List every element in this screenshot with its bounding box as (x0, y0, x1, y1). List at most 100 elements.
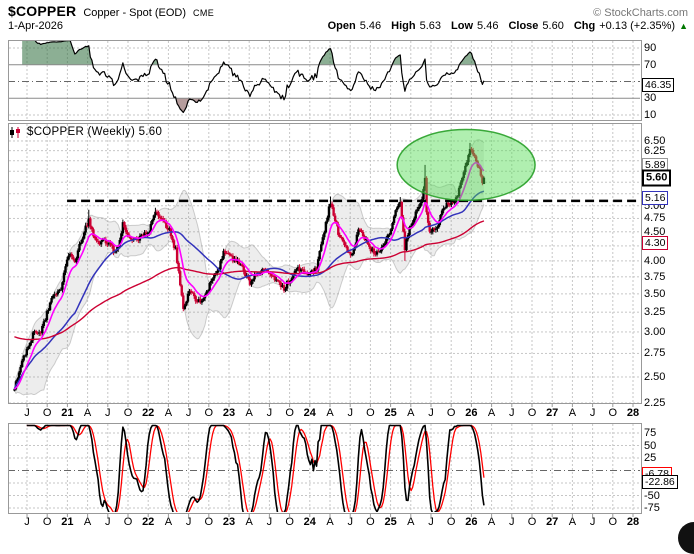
x-tick-label: 23 (222, 516, 236, 528)
x-tick-label: O (204, 407, 214, 419)
low-value: 5.46 (477, 20, 499, 32)
chg-label: Chg (573, 20, 596, 32)
x-tick-label: O (366, 516, 375, 528)
momentum-y-tick-label: 30 (644, 92, 657, 105)
x-tick-label: J (509, 407, 515, 419)
x-tick-label: A (487, 516, 496, 528)
x-tick-label: 25 (384, 516, 397, 528)
x-tick-label: 28 (626, 516, 640, 528)
x-tick-label: A (245, 516, 253, 528)
price-y-tick-label: 3.25 (644, 305, 666, 318)
x-tick-label: 28 (626, 407, 640, 419)
high-label: High (391, 20, 416, 32)
x-tick-label: O (285, 516, 294, 528)
x-tick-label: J (509, 516, 515, 528)
x-tick-label: O (527, 407, 537, 419)
price-y-tick-label: 6.25 (644, 144, 666, 157)
ma-long-value-box: 4.30 (642, 236, 669, 251)
x-tick-label: 27 (546, 407, 559, 419)
x-tick-label: J (347, 407, 353, 419)
ma-slow-value-box: 5.16 (642, 190, 669, 205)
x-tick-label: J (347, 516, 353, 528)
open-label: Open (327, 20, 356, 32)
x-tick-label: 26 (465, 407, 478, 419)
x-tick-label: O (608, 407, 618, 419)
price-y-tick-label: 2.50 (644, 370, 666, 383)
x-tick-label: A (568, 407, 577, 419)
oscillator-y-tick-label: 50 (644, 439, 657, 452)
x-tick-label: 21 (61, 516, 74, 528)
x-tick-label: 24 (303, 407, 316, 419)
x-tick-label: O (446, 407, 456, 419)
x-tick-label: A (245, 407, 253, 419)
price-y-tick-label: 3.00 (644, 325, 666, 338)
main-panel-title: $COPPER (Weekly) 5.60 (9, 126, 162, 138)
chg-value: +0.13 (+2.35%) (599, 20, 676, 32)
x-tick-label: 23 (222, 407, 236, 419)
last-price-box: 5.60 (642, 169, 672, 187)
x-tick-label: J (105, 516, 111, 528)
x-tick-label: O (285, 407, 294, 419)
close-label: Close (508, 20, 539, 32)
x-tick-label: J (428, 407, 434, 419)
momentum-y-tick-label: 10 (644, 108, 657, 121)
x-tick-label: O (204, 516, 214, 528)
x-tick-label: A (568, 516, 577, 528)
oscillator-y-tick-label: -75 (644, 501, 660, 514)
x-tick-label: J (428, 516, 434, 528)
x-tick-label: O (123, 407, 133, 419)
x-tick-label: 24 (303, 516, 316, 528)
price-y-tick-label: 6.50 (644, 134, 666, 147)
price-y-tick-label: 3.75 (644, 270, 666, 283)
candlestick-icon (10, 126, 20, 138)
exchange: CME (193, 8, 215, 18)
x-tick-label: A (407, 516, 415, 528)
symbol: $COPPER (8, 3, 77, 19)
x-tick-label: J (24, 407, 30, 419)
chart-date: 1-Apr-2026 (8, 20, 64, 32)
x-tick-label: A (326, 407, 334, 419)
stockcharts-credit[interactable]: © StockCharts.com (593, 7, 688, 19)
x-tick-label: O (366, 407, 375, 419)
oscillator-y-tick-label: -50 (644, 489, 660, 502)
oscillator-y-tick-label: 25 (644, 451, 657, 464)
chart-canvas (0, 0, 694, 537)
x-tick-label: A (326, 516, 334, 528)
header-row-1: $COPPER Copper - Spot (EOD) CME © StockC… (8, 3, 688, 19)
momentum-y-tick-label: 70 (644, 58, 657, 71)
main-panel-title-text: $COPPER (Weekly) 5.60 (27, 126, 163, 138)
x-tick-label: J (589, 516, 596, 528)
price-y-tick-label: 4.75 (644, 212, 666, 225)
x-tick-label: O (608, 516, 618, 528)
price-y-tick-label: 4.50 (644, 225, 666, 238)
x-tick-label: O (123, 516, 133, 528)
x-tick-label: J (266, 407, 273, 419)
x-tick-label: J (185, 516, 192, 528)
x-tick-label: O (42, 407, 52, 419)
x-tick-label: O (42, 516, 52, 528)
x-tick-label: A (487, 407, 496, 419)
x-tick-label: 26 (465, 516, 478, 528)
momentum-y-tick-label: 90 (644, 41, 657, 54)
open-value: 5.46 (359, 20, 382, 32)
x-tick-label: 27 (546, 516, 559, 528)
x-tick-label: J (589, 407, 596, 419)
x-tick-label: J (185, 407, 192, 419)
x-tick-label: A (407, 407, 415, 419)
oscillator-y-tick-label: 75 (644, 426, 657, 439)
x-tick-label: O (527, 516, 537, 528)
low-label: Low (451, 20, 474, 32)
x-tick-label: 25 (384, 407, 397, 419)
momentum-current-value-box: 46.35 (642, 77, 675, 92)
x-tick-label: A (164, 516, 173, 528)
x-tick-label: A (83, 516, 92, 528)
high-value: 5.63 (419, 20, 442, 32)
header-row-2: 1-Apr-2026 Open 5.46 High 5.63 Low 5.46 … (8, 20, 688, 32)
price-y-tick-label: 4.00 (644, 254, 666, 267)
x-tick-label: J (24, 516, 30, 528)
price-y-tick-label: 2.75 (644, 347, 666, 360)
x-tick-label: O (446, 516, 456, 528)
x-tick-label: 22 (142, 407, 155, 419)
x-tick-label: J (105, 407, 111, 419)
